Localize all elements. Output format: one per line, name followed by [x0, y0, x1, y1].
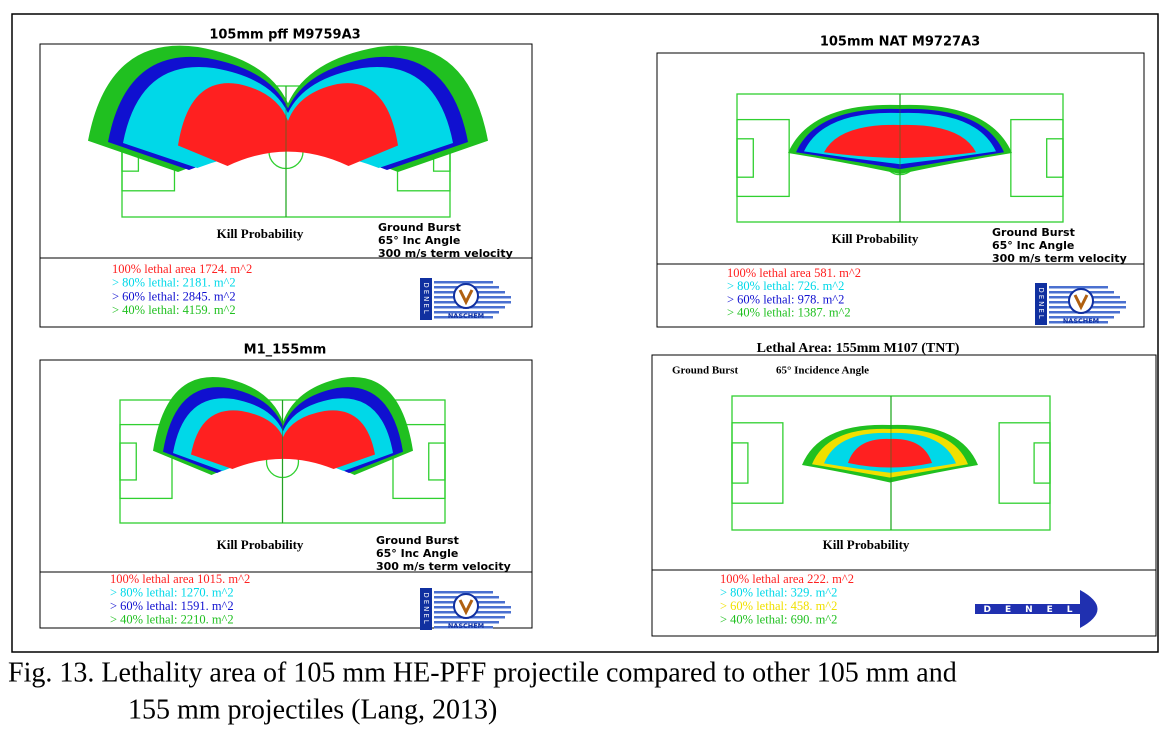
logo-stripe	[434, 311, 499, 314]
legend-entry: > 60% lethal: 978. m^2	[727, 292, 844, 306]
logo-emblem-mark	[458, 289, 474, 306]
legend-entry: 100% lethal area 1724. m^2	[112, 262, 252, 276]
brand-shape	[975, 590, 1098, 628]
logo-bar	[1035, 283, 1047, 325]
condition: 65° Inc Angle	[992, 239, 1074, 252]
goal-box	[731, 442, 749, 484]
condition: 300 m/s term velocity	[378, 247, 513, 260]
legend-entry: > 80% lethal: 329. m^2	[720, 585, 837, 599]
panel-title: Lethal Area: 155mm M107 (TNT)	[757, 341, 960, 356]
logo-stripe	[434, 621, 499, 624]
panel-title: 105mm NAT M9727A3	[820, 35, 980, 50]
kill-label: Kill Probability	[823, 537, 910, 552]
logo-stripe	[434, 316, 493, 319]
logo-emblem-mark	[1073, 294, 1089, 311]
logo-stripe	[1049, 321, 1108, 324]
legend-entry: > 60% lethal: 458. m^2	[720, 599, 837, 613]
kill-label: Kill Probability	[217, 226, 304, 241]
legend-entry: 100% lethal area 581. m^2	[727, 266, 861, 280]
condition: 65° Inc Angle	[378, 234, 460, 247]
logo-brand: DENEL	[422, 592, 430, 625]
legend-entry: > 40% lethal: 2210. m^2	[110, 612, 234, 626]
lethality-zone	[178, 83, 398, 166]
goal-box	[1033, 442, 1051, 484]
logo-stripe	[434, 281, 493, 284]
logo-brand: DENEL	[422, 282, 430, 315]
legend-entry: > 40% lethal: 690. m^2	[720, 612, 837, 626]
logo-stripe	[434, 591, 493, 594]
legend-entry: > 40% lethal: 4159. m^2	[112, 303, 236, 317]
condition: 300 m/s term velocity	[376, 560, 511, 573]
legend-entry: 100% lethal area 222. m^2	[720, 572, 854, 586]
panel-frame	[39, 359, 533, 629]
condition: Ground Burst	[672, 365, 738, 377]
panel: Lethal Area: 155mm M107 (TNT) Kill Probab…	[651, 341, 1157, 637]
logo-name: NASCHEM	[448, 622, 484, 630]
condition: 300 m/s term velocity	[992, 252, 1127, 265]
legend-entry: 100% lethal area 1015. m^2	[110, 572, 250, 586]
caption-line: Fig. 13. Lethality area of 105 mm HE-PFF…	[8, 657, 957, 688]
goal-box	[119, 442, 137, 481]
panel: 105mm pff M9759A3 Kill Probability Ground …	[39, 28, 533, 328]
lethality-zone	[848, 438, 932, 468]
condition: 65° Inc Angle	[376, 547, 458, 560]
condition: 65° Incidence Angle	[776, 365, 869, 377]
logo-name: NASCHEM	[448, 312, 484, 320]
logo-stripe	[1049, 286, 1108, 289]
panel: 105mm NAT M9727A3 Kill Probability Ground …	[656, 35, 1145, 328]
logo-bar	[420, 588, 432, 630]
kill-label: Kill Probability	[832, 231, 919, 246]
logo-bar	[420, 278, 432, 320]
legend-entry: > 80% lethal: 2181. m^2	[112, 276, 236, 290]
panel: M1_155mm Kill Probability Ground Burst65° …	[39, 343, 533, 630]
caption-line: 155 mm projectiles (Lang, 2013)	[128, 694, 497, 725]
goal-box	[1046, 138, 1064, 178]
legend-entry: > 80% lethal: 1270. m^2	[110, 585, 234, 599]
brand-name: DENEL	[983, 605, 1086, 615]
goal-box	[736, 138, 754, 178]
panel-frame	[651, 354, 1157, 637]
logo-stripe	[1049, 316, 1114, 319]
logo-brand: DENEL	[1037, 287, 1045, 320]
kill-label: Kill Probability	[217, 537, 304, 552]
logo-stripe	[434, 626, 493, 629]
legend-entry: > 60% lethal: 2845. m^2	[112, 289, 236, 303]
condition: Ground Burst	[992, 226, 1075, 239]
legend-entry: > 80% lethal: 726. m^2	[727, 279, 844, 293]
condition: Ground Burst	[378, 221, 461, 234]
goal-box	[428, 442, 446, 481]
condition: Ground Burst	[376, 534, 459, 547]
legend-entry: > 60% lethal: 1591. m^2	[110, 599, 234, 613]
logo-name: NASCHEM	[1063, 317, 1099, 325]
legend-entry: > 40% lethal: 1387. m^2	[727, 305, 851, 319]
panel-title: M1_155mm	[244, 343, 327, 358]
panel-title: 105mm pff M9759A3	[209, 28, 360, 43]
logo-emblem-mark	[458, 599, 474, 616]
